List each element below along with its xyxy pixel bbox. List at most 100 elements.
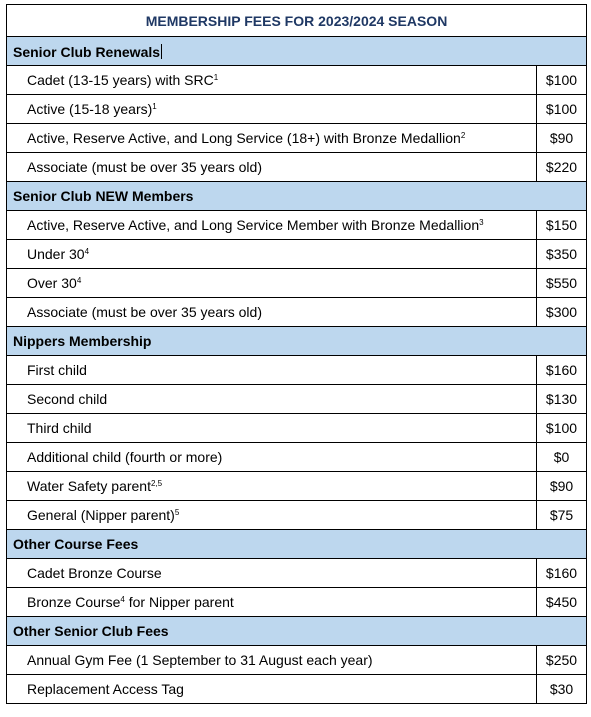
fee-price: $90 — [536, 123, 587, 153]
fee-label: Over 30 — [27, 275, 77, 291]
footnote-ref: 2 — [460, 131, 466, 140]
fee-price: $160 — [536, 355, 587, 385]
fee-label-cell: Additional child (fourth or more) — [6, 442, 537, 472]
fee-label-cell: Over 304 — [6, 268, 537, 298]
title-row: MEMBERSHIP FEES FOR 2023/2024 SEASON — [6, 4, 587, 37]
fee-label-cell: Replacement Access Tag — [6, 674, 537, 704]
fee-row: First child $160 — [6, 355, 587, 385]
fee-label-cell: Bronze Course4 for Nipper parent — [6, 587, 537, 617]
fee-row: Active (15-18 years)1 $100 — [6, 94, 587, 124]
fee-label: Associate (must be over 35 years old) — [27, 159, 262, 175]
fee-price: $350 — [536, 239, 587, 269]
fee-price: $250 — [536, 645, 587, 675]
table-title: MEMBERSHIP FEES FOR 2023/2024 SEASON — [6, 4, 587, 37]
fee-price: $30 — [536, 674, 587, 704]
fee-label-cell: Cadet Bronze Course — [6, 558, 537, 588]
footnote-ref: 5 — [174, 508, 180, 517]
fee-label-cell: Cadet (13-15 years) with SRC1 — [6, 65, 537, 95]
section-header-row: Other Senior Club Fees — [6, 616, 587, 646]
fee-label: Water Safety parent — [27, 478, 151, 494]
section-heading-text: Other Senior Club Fees — [13, 623, 169, 639]
text-cursor — [161, 43, 163, 59]
fee-row: Associate (must be over 35 years old) $22… — [6, 152, 587, 182]
fee-label: General (Nipper parent) — [27, 507, 175, 523]
section-heading-text: Other Course Fees — [13, 536, 139, 552]
fee-label: Annual Gym Fee (1 September to 31 August… — [27, 652, 373, 668]
fee-row: Under 304 $350 — [6, 239, 587, 269]
fee-label-cell: Water Safety parent2,5 — [6, 471, 537, 501]
fee-price: $130 — [536, 384, 587, 414]
fee-row: Third child $100 — [6, 413, 587, 443]
fee-label: Active, Reserve Active, and Long Service… — [27, 217, 480, 233]
footnote-ref: 2,5 — [150, 479, 163, 488]
fee-label: Cadet (13-15 years) with SRC — [27, 72, 214, 88]
footnote-ref: 3 — [479, 218, 484, 227]
fee-row: Water Safety parent2,5 $90 — [6, 471, 587, 501]
fee-label-suffix: for Nipper parent — [124, 594, 234, 610]
section-heading: Senior Club NEW Members — [6, 181, 587, 211]
fee-row: Cadet Bronze Course $160 — [6, 558, 587, 588]
fee-price: $300 — [536, 297, 587, 327]
fee-price: $100 — [536, 413, 587, 443]
section-heading: Other Senior Club Fees — [6, 616, 587, 646]
fee-label: Second child — [27, 391, 108, 407]
fee-row: Annual Gym Fee (1 September to 31 August… — [6, 645, 587, 675]
section-heading-text: Nippers Membership — [13, 333, 152, 349]
fee-row: Active, Reserve Active, and Long Service… — [6, 123, 587, 153]
section-heading-text: Senior Club Renewals — [13, 43, 161, 60]
fee-label: Third child — [27, 420, 92, 436]
fee-price: $0 — [536, 442, 587, 472]
fee-price: $75 — [536, 500, 587, 530]
fee-label: Active, Reserve Active, and Long Service… — [27, 130, 461, 146]
fee-row: Replacement Access Tag $30 — [6, 674, 587, 704]
fee-label-cell: Active, Reserve Active, and Long Service… — [6, 210, 537, 240]
fee-label: Associate (must be over 35 years old) — [27, 304, 262, 320]
fees-table: MEMBERSHIP FEES FOR 2023/2024 SEASON Sen… — [6, 4, 587, 704]
fee-label-cell: Annual Gym Fee (1 September to 31 August… — [6, 645, 537, 675]
fee-row: Second child $130 — [6, 384, 587, 414]
section-heading: Nippers Membership — [6, 326, 587, 356]
fee-label-cell: Associate (must be over 35 years old) — [6, 152, 537, 182]
fee-row: General (Nipper parent)5 $75 — [6, 500, 587, 530]
fee-label-cell: General (Nipper parent)5 — [6, 500, 537, 530]
section-heading: Senior Club Renewals — [6, 36, 587, 66]
fee-row: Over 304 $550 — [6, 268, 587, 298]
section-heading-text: Senior Club NEW Members — [13, 188, 194, 204]
footnote-ref: 4 — [120, 595, 125, 604]
fee-label: Active (15-18 years) — [27, 101, 153, 117]
section-header-row: Nippers Membership — [6, 326, 587, 356]
fee-label-cell: Associate (must be over 35 years old) — [6, 297, 537, 327]
fee-price: $450 — [536, 587, 587, 617]
fee-label: Bronze Course — [27, 594, 121, 610]
fee-label-cell: First child — [6, 355, 537, 385]
fee-label-cell: Third child — [6, 413, 537, 443]
fee-label: Cadet Bronze Course — [27, 565, 162, 581]
fee-label: Replacement Access Tag — [27, 681, 184, 697]
fee-price: $160 — [536, 558, 587, 588]
footnote-ref: 1 — [152, 102, 157, 111]
fee-label-cell: Second child — [6, 384, 537, 414]
fee-price: $550 — [536, 268, 587, 298]
fee-label-cell: Active (15-18 years)1 — [6, 94, 537, 124]
fee-row: Bronze Course4 for Nipper parent $450 — [6, 587, 587, 617]
footnote-ref: 4 — [76, 276, 82, 285]
section-header-row: Other Course Fees — [6, 529, 587, 559]
fee-row: Cadet (13-15 years) with SRC1 $100 — [6, 65, 587, 95]
fee-label-cell: Under 304 — [6, 239, 537, 269]
section-header-row: Senior Club NEW Members — [6, 181, 587, 211]
fee-price: $150 — [536, 210, 587, 240]
fee-row: Associate (must be over 35 years old) $30… — [6, 297, 587, 327]
fee-price: $100 — [536, 65, 587, 95]
fee-row: Additional child (fourth or more) $0 — [6, 442, 587, 472]
fee-label: First child — [27, 362, 87, 378]
footnote-ref: 1 — [213, 73, 219, 82]
fee-label: Additional child (fourth or more) — [27, 449, 223, 465]
fee-label: Under 30 — [27, 246, 85, 262]
footnote-ref: 4 — [84, 247, 90, 256]
fee-row: Active, Reserve Active, and Long Service… — [6, 210, 587, 240]
fee-label-cell: Active, Reserve Active, and Long Service… — [6, 123, 537, 153]
fee-price: $220 — [536, 152, 587, 182]
section-header-row: Senior Club Renewals — [6, 36, 587, 66]
fee-price: $100 — [536, 94, 587, 124]
fees-document: MEMBERSHIP FEES FOR 2023/2024 SEASON Sen… — [6, 4, 587, 704]
